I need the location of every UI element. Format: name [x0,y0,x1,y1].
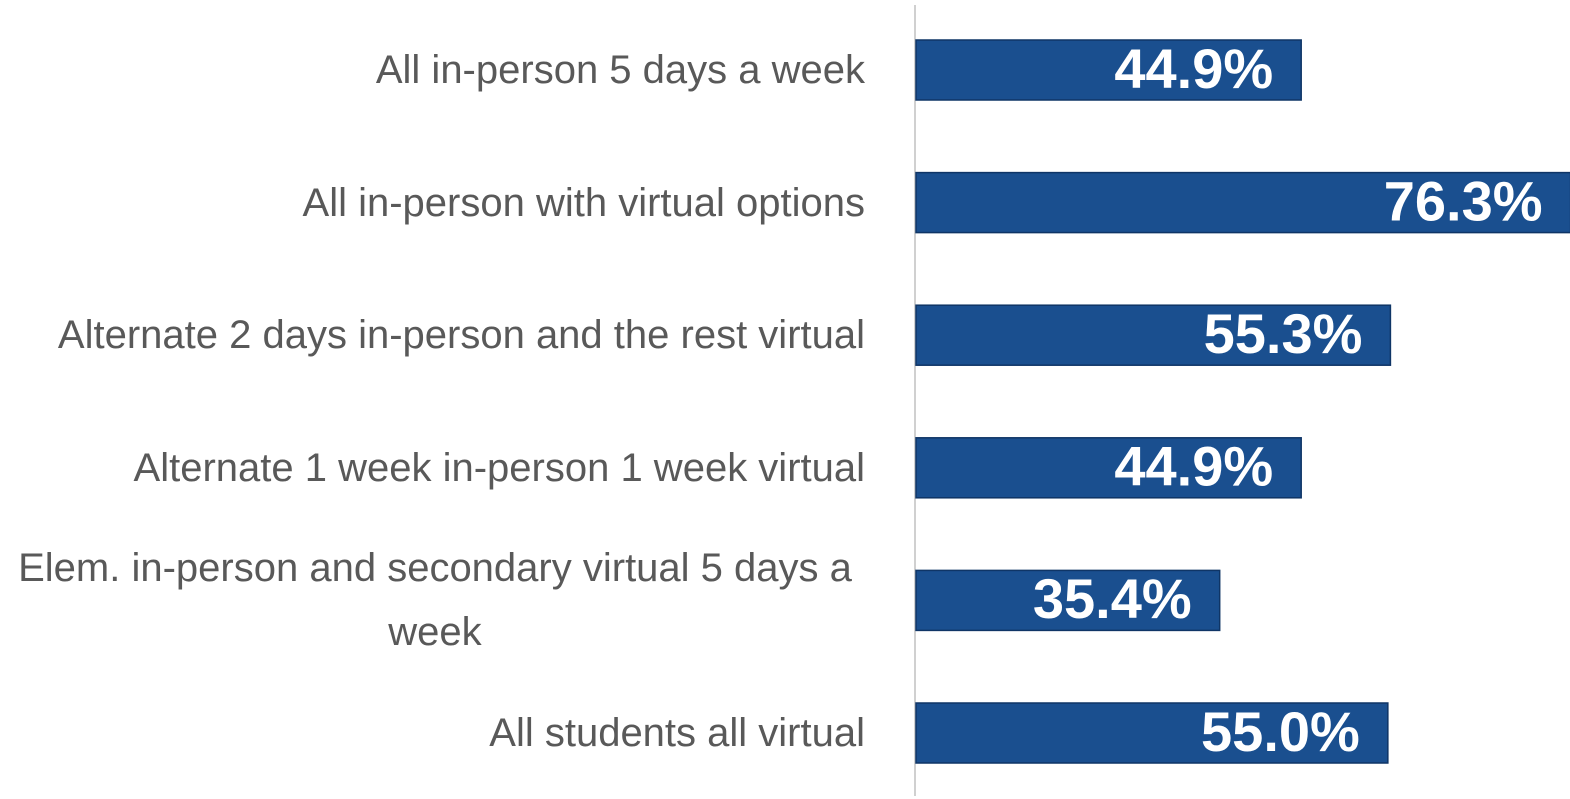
bar [915,569,1221,632]
bar [915,304,1392,366]
category-label-box: Alternate 1 week in-person 1 week virtua… [0,402,865,534]
bar [915,702,1389,764]
category-label: Elem. in-person and secondary virtual 5 … [18,546,852,655]
category-label: All students all virtual [489,711,865,755]
value-label: 76.3% [1384,169,1543,232]
bar [915,437,1302,499]
value-label: 55.3% [1204,302,1363,365]
bar [915,39,1302,101]
category-label-box: Elem. in-person and secondary virtual 5 … [0,534,865,666]
category-label: All in-person with virtual options [302,180,865,225]
value-label: 44.9% [1114,37,1273,100]
value-label: 44.9% [1114,435,1273,498]
value-label: 35.4% [1033,567,1192,630]
value-label: 55.0% [1201,700,1360,763]
category-label: Alternate 1 week in-person 1 week virtua… [133,445,865,490]
category-label: All in-person 5 days a week [375,48,865,92]
category-label: Alternate 2 days in-person and the rest … [57,313,865,358]
category-label-box: All in-person with virtual options [0,137,865,269]
bar [915,171,1570,234]
category-label-box: All in-person 5 days a week [0,4,865,136]
category-label-box: Alternate 2 days in-person and the rest … [0,269,865,401]
category-label-box: All students all virtual [0,667,865,799]
